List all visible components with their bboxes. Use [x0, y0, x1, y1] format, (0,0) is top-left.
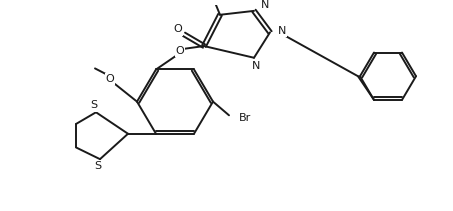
- Text: O: O: [176, 46, 184, 56]
- Text: Br: Br: [239, 113, 251, 123]
- Text: O: O: [173, 24, 183, 34]
- Text: N: N: [261, 0, 270, 10]
- Text: S: S: [91, 100, 97, 110]
- Text: S: S: [94, 161, 101, 171]
- Text: N: N: [252, 61, 260, 70]
- Text: N: N: [278, 26, 286, 36]
- Text: O: O: [106, 74, 114, 84]
